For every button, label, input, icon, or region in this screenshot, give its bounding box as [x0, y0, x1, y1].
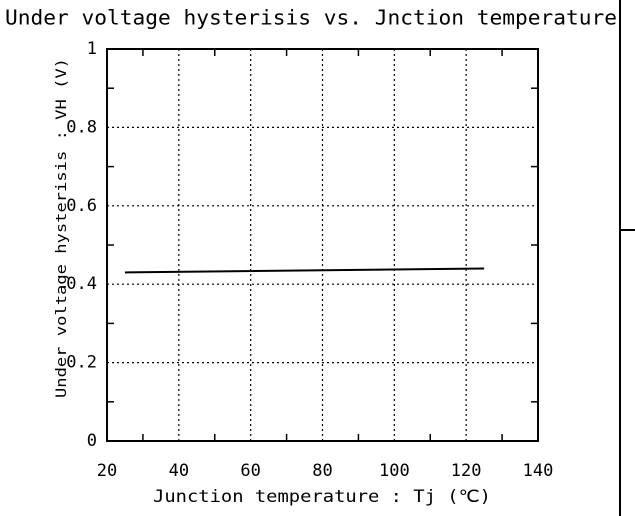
x-tick-label: 140: [523, 461, 554, 481]
y-tick-label: 0.6: [66, 196, 97, 216]
plot-frame: [106, 48, 539, 442]
x-tick-label: 80: [312, 461, 332, 481]
y-axis-label: Under voltage hysterisis : VH (V): [54, 58, 70, 398]
x-axis-label: Junction temperature : Tj (℃): [153, 487, 491, 507]
chart-title: Under voltage hysterisis vs. Jnction tem…: [5, 6, 617, 30]
y-tick-label: 0: [87, 431, 97, 451]
x-tick-label: 120: [451, 461, 482, 481]
x-tick-label: 20: [97, 461, 117, 481]
x-tick-label: 100: [379, 461, 410, 481]
x-tick-label: 40: [169, 461, 189, 481]
y-tick-label: 1: [87, 39, 97, 59]
data-line: [124, 267, 485, 274]
y-tick-label: 0.8: [66, 117, 97, 137]
y-tick-label: 0.4: [66, 274, 97, 294]
x-tick-label: 60: [240, 461, 260, 481]
y-tick-label: 0.2: [66, 353, 97, 373]
